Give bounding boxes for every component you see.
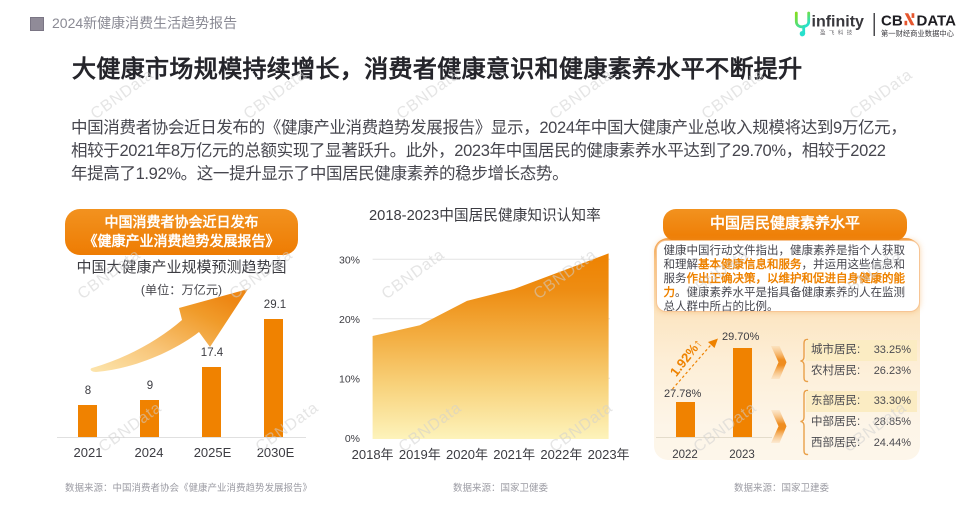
svg-text:0%: 0%: [345, 433, 360, 445]
svg-text:DATA: DATA: [917, 13, 957, 30]
svg-text:盈飞科技: 盈飞科技: [820, 29, 856, 37]
svg-text:30%: 30%: [339, 254, 360, 266]
svg-text:第一财经商业数据中心: 第一财经商业数据中心: [881, 29, 955, 38]
svg-text:20%: 20%: [339, 314, 360, 326]
svg-text:infinity: infinity: [812, 14, 865, 31]
svg-text:CB: CB: [881, 13, 903, 30]
svg-text:10%: 10%: [339, 373, 360, 385]
